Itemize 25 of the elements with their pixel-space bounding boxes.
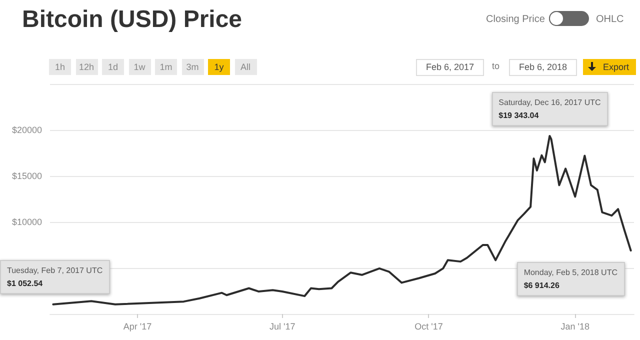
chart-title: Bitcoin (USD) Price	[22, 6, 242, 34]
text: 1d	[102, 59, 124, 75]
y-tick-label: $20000	[12, 125, 42, 135]
text: All	[234, 59, 256, 75]
text: 1w	[128, 59, 150, 75]
text: to	[492, 61, 500, 71]
x-tick-label: Oct '17	[414, 322, 443, 332]
text: 3m	[182, 59, 204, 75]
text: Closing Price	[486, 14, 545, 25]
annotation: Saturday, Dec 16, 2017 UTC $19 343.04	[492, 92, 608, 126]
text: OHLC	[596, 14, 624, 25]
annotation: Tuesday, Feb 7, 2017 UTC $1 052.54	[0, 260, 110, 294]
text: 12h	[76, 59, 98, 75]
annotation: Monday, Feb 5, 2018 UTC $6 914.26	[516, 262, 624, 296]
text: 1y	[208, 59, 230, 75]
y-tick-label: $15000	[12, 171, 42, 181]
y-tick-label: $10000	[12, 217, 42, 227]
text: 1h	[49, 59, 71, 75]
x-tick-label: Jan '18	[560, 322, 590, 332]
text: 1m	[155, 59, 177, 75]
text: Feb 6, 2017	[416, 59, 484, 76]
x-tick-label: Jul '17	[269, 322, 296, 332]
text: Feb 6, 2018	[509, 59, 577, 76]
text: Export	[583, 59, 636, 75]
x-tick-label: Apr '17	[123, 322, 152, 332]
